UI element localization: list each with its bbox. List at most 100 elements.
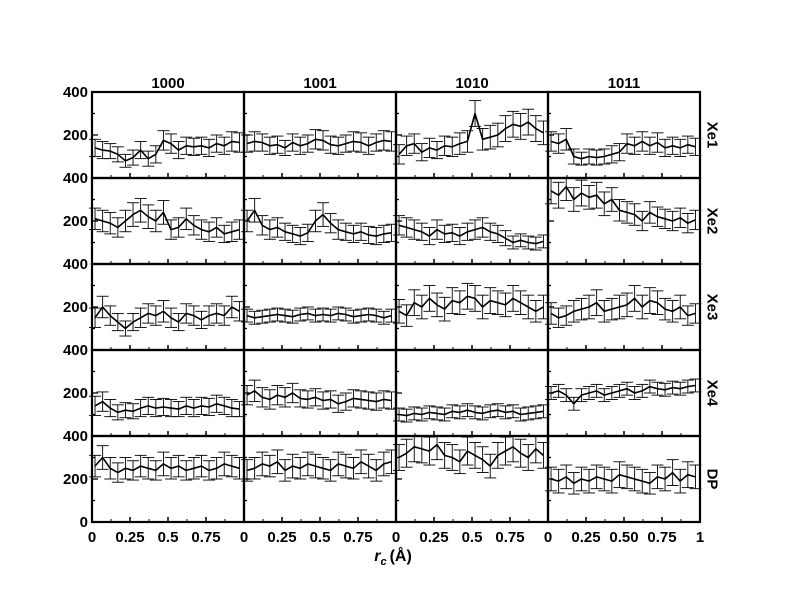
error-bar — [560, 177, 573, 202]
series-line — [94, 456, 240, 474]
panel-r2-c2 — [241, 176, 398, 266]
panel-grid — [89, 90, 702, 524]
panel-frame — [394, 262, 550, 352]
panel-r5-c3 — [393, 434, 550, 524]
y-tick-label: 200 — [63, 127, 88, 144]
panel-r2-c3 — [393, 176, 550, 266]
error-bar — [393, 144, 406, 165]
series-line — [398, 295, 544, 317]
y-tick-label: 0 — [80, 514, 88, 531]
x-axis-title-subscript: c — [380, 556, 386, 568]
x-axis-title-unit: (Å) — [390, 546, 412, 565]
y-tick-label: 400 — [63, 342, 88, 359]
row-label: Xe4 — [704, 380, 721, 407]
panel-r5-c2 — [241, 434, 398, 524]
series-line — [246, 138, 392, 149]
x-tick-label: 0 — [392, 529, 400, 546]
y-tick-label: 400 — [63, 428, 88, 445]
y-tick-label: 200 — [63, 299, 88, 316]
panel-frame — [546, 90, 702, 180]
panel-r4-c4 — [545, 348, 702, 438]
y-tick-label: 200 — [63, 385, 88, 402]
x-tick-label: 0 — [544, 529, 552, 546]
y-tick-label: 200 — [63, 213, 88, 230]
series-line — [398, 224, 544, 245]
panel-frame — [546, 348, 702, 438]
series-line — [550, 384, 696, 405]
panel-frame — [242, 176, 398, 266]
series-line — [398, 443, 544, 467]
panel-r3-c1 — [89, 262, 246, 352]
x-axis-title: rc (Å) — [374, 546, 412, 568]
panel-r1-c3 — [393, 90, 550, 180]
x-tick-label: 0.75 — [343, 529, 372, 546]
x-tick-label: 0 — [240, 529, 248, 546]
y-tick-label: 400 — [63, 170, 88, 187]
series-line — [246, 312, 392, 319]
panel-frame — [394, 348, 550, 438]
panel-frame — [242, 90, 398, 180]
row-labels: Xe1 Xe2 Xe3 Xe4 DP — [704, 122, 721, 490]
panel-frame — [90, 262, 246, 352]
x-tick-label: 0.25 — [267, 529, 296, 546]
series-line — [246, 460, 392, 472]
x-tick-label: 0.5 — [462, 529, 483, 546]
x-tick-label: 0.75 — [495, 529, 524, 546]
panel-r5-c1 — [89, 434, 246, 524]
x-axis-title-symbol: r — [374, 548, 381, 565]
panel-r1-c2 — [241, 90, 398, 180]
y-tick-label: 400 — [63, 84, 88, 101]
y-tick-label: 400 — [63, 256, 88, 273]
row-label: Xe1 — [704, 122, 721, 149]
x-tick-label: 0.25 — [419, 529, 448, 546]
panel-r4-c1 — [89, 348, 246, 438]
x-tick-label: 0 — [88, 529, 96, 546]
column-title: 1011 — [608, 75, 641, 92]
series-line — [550, 471, 696, 485]
panel-frame — [394, 176, 550, 266]
row-label: Xe2 — [704, 208, 721, 235]
x-tick-labels: 0 0.25 0.5 0.75 0 0.25 0.5 0.75 0 0.25 0.5 0.75 0 0.2… — [88, 529, 704, 546]
panel-r4-c2 — [241, 348, 398, 438]
series-line — [246, 390, 392, 405]
y-tick-label: 200 — [63, 471, 88, 488]
series-line — [94, 400, 240, 414]
column-title: 1001 — [303, 75, 336, 92]
series-line — [550, 138, 696, 160]
series-line — [550, 185, 696, 224]
panel-frame — [546, 434, 702, 524]
series-line — [94, 139, 240, 162]
x-tick-label: 0.75 — [191, 529, 220, 546]
panel-r2-c1 — [89, 176, 246, 266]
x-tick-label: 0.25 — [571, 529, 600, 546]
panel-r5-c4 — [545, 434, 702, 524]
series-line — [94, 306, 240, 330]
panel-r3-c3 — [393, 262, 550, 352]
panel-r4-c3 — [393, 348, 550, 438]
series-line — [550, 297, 696, 319]
panel-r1-c4 — [545, 90, 702, 180]
column-titles: 1000 1001 1010 1011 — [151, 75, 640, 92]
x-tick-label: 0.25 — [115, 529, 144, 546]
series-line — [94, 209, 240, 235]
row-label: Xe3 — [704, 294, 721, 321]
panel-r1-c1 — [89, 90, 246, 180]
column-title: 1000 — [151, 75, 184, 92]
x-tick-label: 0.75 — [647, 529, 676, 546]
x-tick-label: 0.50 — [609, 529, 638, 546]
y-tick-labels: 400 200 400 200 400 200 400 200 400 200 0 — [63, 84, 88, 531]
error-bar — [408, 435, 421, 463]
panel-frame — [546, 262, 702, 352]
column-title: 1010 — [455, 75, 488, 92]
row-label: DP — [704, 469, 721, 490]
x-tick-label: 0.5 — [158, 529, 179, 546]
x-tick-label: 0.5 — [310, 529, 331, 546]
panel-frame — [242, 262, 398, 352]
series-line — [246, 209, 392, 237]
panel-r2-c4 — [545, 176, 702, 266]
series-line — [398, 112, 544, 155]
panel-r3-c2 — [241, 262, 398, 352]
panel-frame — [90, 348, 246, 438]
series-line — [398, 409, 544, 417]
